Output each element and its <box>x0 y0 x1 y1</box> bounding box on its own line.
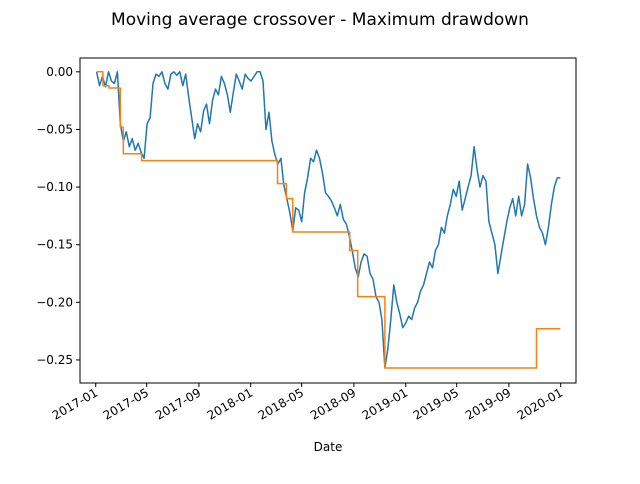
y-tick-label: −0.20 <box>36 295 73 309</box>
y-axis: 0.00 −0.05 −0.10 −0.15 −0.20 −0.25 <box>36 65 80 367</box>
y-tick-label: −0.25 <box>36 353 73 367</box>
x-axis: 2017-01 2017-05 2017-09 2018-01 2018-05 2018-… <box>50 383 565 423</box>
x-axis-label: Date <box>314 440 343 454</box>
x-tick-label: 2017-05 <box>101 385 151 422</box>
x-tick-label: 2017-01 <box>50 385 100 422</box>
x-tick-label: 2019-09 <box>463 385 513 422</box>
y-tick-label: −0.10 <box>36 180 73 194</box>
x-tick-label: 2020-01 <box>515 385 565 422</box>
x-tick-label: 2018-01 <box>205 385 255 422</box>
x-tick-label: 2018-05 <box>256 385 306 422</box>
y-tick-label: 0.00 <box>46 65 73 79</box>
x-tick-label: 2017-09 <box>153 385 203 422</box>
x-tick-label: 2019-01 <box>360 385 410 422</box>
chart-title: Moving average crossover - Maximum drawd… <box>111 10 529 30</box>
series-line-2 <box>96 71 561 369</box>
plot-frame <box>79 57 577 384</box>
series-line-1 <box>95 71 561 369</box>
x-tick-label: 2019-05 <box>411 385 461 422</box>
y-tick-label: −0.05 <box>36 122 73 136</box>
x-tick-label: 2018-09 <box>308 385 358 422</box>
y-tick-label: −0.15 <box>36 238 73 252</box>
series-layer <box>95 71 561 369</box>
